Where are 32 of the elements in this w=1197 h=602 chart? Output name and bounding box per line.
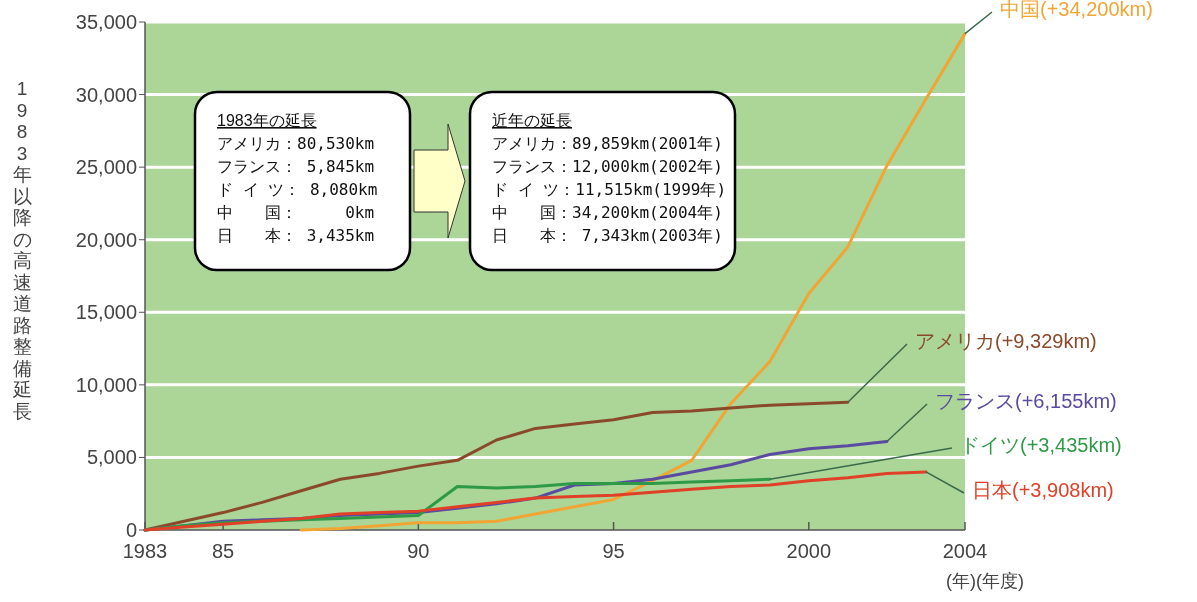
- x-tick-label: 95: [602, 540, 625, 562]
- text: 日本(+3,908km): [972, 479, 1114, 501]
- y-tick-label: 10,000: [75, 373, 137, 396]
- annotation: アメリカ：80,530km: [217, 134, 375, 153]
- y-tick-label: 35,000: [75, 11, 137, 33]
- x-tick-label: 2004: [942, 540, 988, 562]
- y-tick-label: 5,000: [86, 446, 137, 469]
- annotation: ド イ ツ： 8,080km: [217, 180, 378, 199]
- y-tick-label: 0: [125, 519, 137, 541]
- y-tick-label: 15,000: [75, 301, 137, 324]
- text: ドイツ(+3,435km): [960, 434, 1122, 456]
- annotation: フランス：12,000km(2002年): [492, 157, 723, 176]
- x-tick-label: 85: [211, 540, 235, 562]
- x-tick-label: 90: [407, 540, 430, 562]
- x-axis-title: (年)(年度): [946, 571, 1024, 591]
- series-label: 中国(+34,200km): [1000, 0, 1153, 20]
- line-series: [143, 470, 928, 532]
- x-tick-label: 1983: [122, 540, 168, 562]
- y-tick-label: 20,000: [75, 228, 137, 251]
- annotation: フランス： 5,845km: [217, 157, 375, 176]
- annotation: 近年の延長: [492, 112, 572, 129]
- text: 1983年以降の高速道路整備延長: [12, 78, 32, 422]
- y-tick-label: 25,000: [75, 156, 137, 179]
- x-tick-label: 2000: [786, 540, 832, 562]
- annotation: アメリカ：89,859km(2001年): [492, 134, 723, 153]
- annotation: 中 国： 0km: [217, 203, 375, 222]
- annotation: 1983年の延長: [217, 112, 317, 129]
- annotation: 日 本： 3,435km: [217, 226, 375, 245]
- annotation: 中 国：34,200km(2004年): [492, 203, 723, 222]
- annotation: ド イ ツ：11,515km(1999年): [492, 180, 727, 199]
- y-tick-label: 30,000: [75, 83, 137, 106]
- annotation: 日 本： 7,343km(2003年): [492, 226, 723, 245]
